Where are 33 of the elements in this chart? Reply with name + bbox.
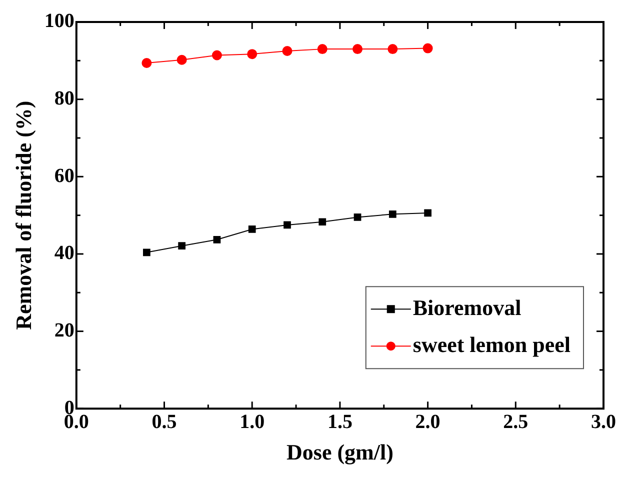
point bbox=[178, 242, 186, 250]
x-axis-title: Dose (gm/l) bbox=[286, 439, 394, 464]
point bbox=[352, 44, 363, 54]
point bbox=[247, 49, 258, 60]
y-tick-label: 60 bbox=[54, 164, 74, 187]
point bbox=[284, 221, 291, 229]
legend-label: sweet lemon peel bbox=[412, 332, 571, 357]
x-tick-label: 0.5 bbox=[152, 410, 177, 433]
point bbox=[248, 226, 256, 233]
point bbox=[388, 44, 398, 54]
y-tick-label: 80 bbox=[54, 87, 74, 110]
y-tick-label: 100 bbox=[44, 10, 74, 32]
x-tick-label: 2.0 bbox=[415, 410, 440, 433]
point bbox=[422, 43, 433, 54]
y-tick-label: 20 bbox=[54, 319, 74, 342]
x-tick-label: 2.5 bbox=[503, 410, 528, 433]
point bbox=[176, 54, 187, 65]
y-axis-title: Removal of fluoride (%) bbox=[10, 100, 36, 330]
point bbox=[282, 46, 292, 56]
legend-label: Bioremoval bbox=[412, 294, 522, 320]
x-tick-label: 1.0 bbox=[240, 410, 265, 433]
point bbox=[213, 236, 221, 244]
x-tick-label: 3.0 bbox=[591, 410, 616, 433]
point bbox=[317, 44, 328, 54]
point bbox=[424, 209, 432, 217]
point bbox=[388, 210, 396, 218]
point bbox=[142, 58, 152, 68]
point bbox=[354, 214, 362, 221]
point bbox=[318, 218, 326, 226]
y-tick-label: 40 bbox=[54, 242, 74, 264]
point bbox=[212, 50, 222, 60]
x-tick-label: 1.5 bbox=[327, 410, 352, 433]
point bbox=[143, 248, 150, 256]
